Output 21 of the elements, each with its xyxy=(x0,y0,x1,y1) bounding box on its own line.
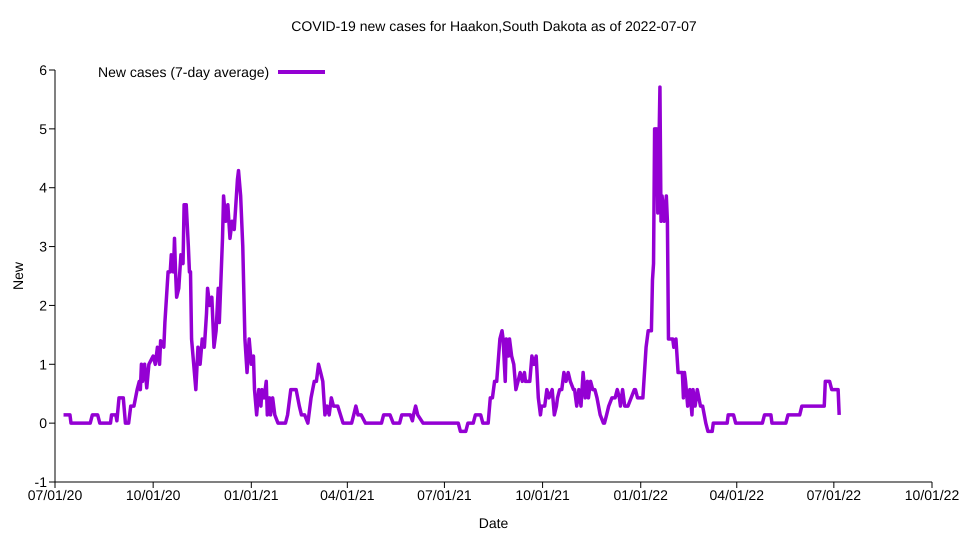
x-tick-label: 01/01/21 xyxy=(224,486,279,503)
y-tick-label: 3 xyxy=(39,238,48,255)
y-tick-label: 0 xyxy=(39,415,48,432)
y-tick-label: 2 xyxy=(39,297,48,314)
chart-title: COVID-19 new cases for Haakon,South Dakota as of 2022-07-07 xyxy=(290,18,698,34)
y-tick-label: 6 xyxy=(39,62,48,78)
legend-label: New cases (7-day average) xyxy=(98,64,270,80)
x-tick-label: 07/01/22 xyxy=(806,486,862,503)
x-tick-label: 10/01/21 xyxy=(515,486,570,503)
x-tick-label: 10/01/22 xyxy=(904,486,960,503)
x-tick-label: 07/01/21 xyxy=(417,486,472,503)
x-tick-label: 04/01/21 xyxy=(320,486,375,503)
x-axis-title: Date xyxy=(478,515,508,531)
y-tick-label: 5 xyxy=(39,120,48,137)
y-tick-label: 4 xyxy=(39,180,48,196)
x-tick-label: 10/01/20 xyxy=(126,486,181,503)
x-tick-label: 01/01/22 xyxy=(613,486,668,503)
line-series xyxy=(62,85,841,434)
y-axis-title: New xyxy=(10,261,26,290)
y-tick-label: 1 xyxy=(39,356,48,372)
x-tick-label: 04/01/22 xyxy=(710,486,764,503)
